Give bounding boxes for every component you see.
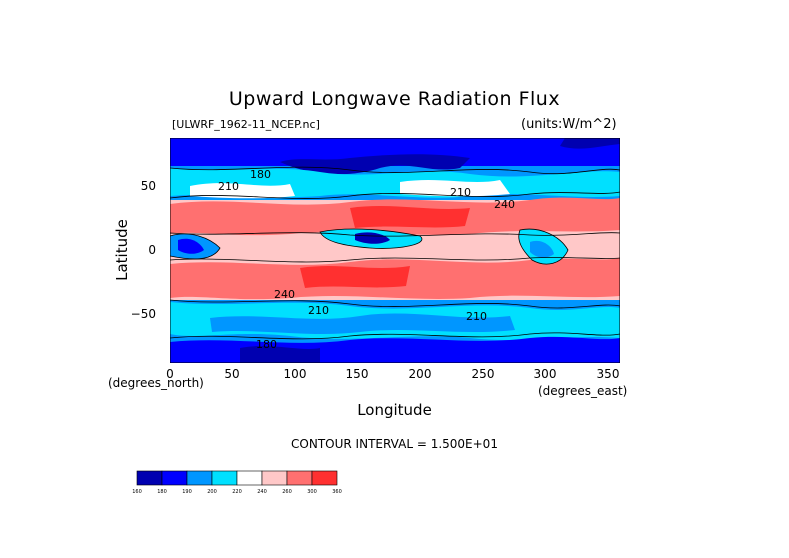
colorbar: [136, 470, 338, 486]
contour-label: 210: [450, 186, 471, 199]
north-polar-region: [170, 138, 620, 166]
contour-label: 240: [274, 288, 295, 301]
colorbar-swatch: [311, 470, 338, 486]
arctic-low-region: [560, 138, 620, 149]
contour-line: [170, 166, 620, 175]
contour-label: 210: [218, 180, 239, 193]
colorbar-swatch: [236, 470, 263, 486]
y-tick-label: 50: [140, 179, 156, 193]
x-tick-label: 300: [533, 367, 557, 381]
x-unit-label: (degrees_east): [538, 384, 628, 398]
colorbar-level-label: 160: [132, 489, 142, 495]
colorbar-swatch: [136, 470, 163, 486]
contour-line: [170, 191, 620, 199]
arctic-low-region: [280, 154, 470, 175]
equatorial-convection-region: [178, 238, 204, 254]
colorbar-level-label: 240: [257, 489, 267, 495]
contour-label: 180: [250, 168, 271, 181]
colorbar-swatch: [261, 470, 288, 486]
colorbar-level-label: 360: [332, 489, 342, 495]
south-polar-band: [240, 346, 320, 363]
colorbar-level-label: 200: [207, 489, 217, 495]
equatorial-convection-region: [530, 240, 554, 258]
contour-line: [170, 257, 620, 263]
contour-label: 240: [494, 198, 515, 211]
heatmap-plot: 210 210 240 240 210 210 180 180: [170, 138, 620, 363]
south-mid-latitude-band: [210, 313, 515, 334]
south-subtropical-maximum: [300, 266, 410, 288]
x-axis-label: Longitude: [357, 401, 432, 419]
colorbar-level-label: 300: [307, 489, 317, 495]
y-unit-label: (degrees_north): [108, 376, 204, 390]
contour-interval-label: CONTOUR INTERVAL = 1.500E+01: [291, 437, 498, 451]
contour-label: 210: [466, 310, 487, 323]
north-mid-latitude-band: [190, 183, 295, 199]
colorbar-level-label: 220: [232, 489, 242, 495]
contour-label: 180: [256, 338, 277, 351]
contour-line: [170, 232, 620, 237]
x-tick-label: 0: [166, 367, 174, 381]
equatorial-convection-region: [355, 232, 390, 244]
x-tick-label: 50: [224, 367, 240, 381]
chart-title: Upward Longwave Radiation Flux: [228, 88, 561, 110]
x-tick-label: 200: [408, 367, 432, 381]
x-tick-label: 350: [596, 367, 620, 381]
colorbar-swatch: [286, 470, 313, 486]
contour-line: [170, 299, 620, 309]
contour-line: [319, 228, 423, 249]
units-label: (units:W/m^2): [521, 117, 617, 132]
y-tick-label: 0: [148, 243, 156, 257]
north-mid-latitude-band: [400, 180, 510, 197]
colorbar-swatch: [161, 470, 188, 486]
contour-label: 210: [308, 304, 329, 317]
y-axis-label: Latitude: [113, 219, 131, 281]
colorbar-swatch: [186, 470, 213, 486]
colorbar-swatch: [211, 470, 238, 486]
north-subtropical-maximum: [350, 206, 470, 228]
source-file-label: [ULWRF_1962-11_NCEP.nc]: [172, 118, 320, 131]
x-tick-label: 250: [471, 367, 495, 381]
colorbar-level-label: 190: [182, 489, 192, 495]
colorbar-level-label: 180: [157, 489, 167, 495]
x-tick-label: 100: [283, 367, 307, 381]
contour-line: [170, 233, 221, 260]
contour-line: [518, 228, 569, 265]
y-tick-label: −50: [130, 307, 156, 321]
x-tick-label: 150: [345, 367, 369, 381]
contour-line: [170, 332, 620, 340]
colorbar-level-label: 260: [282, 489, 292, 495]
